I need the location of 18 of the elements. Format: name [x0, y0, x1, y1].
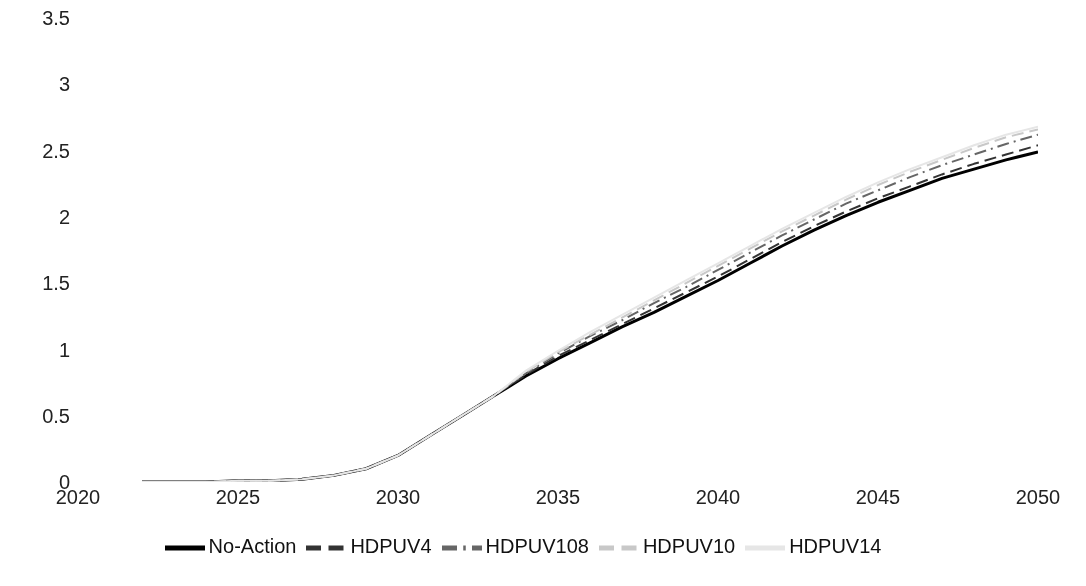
y-tick-label: 3.5 — [42, 7, 70, 30]
legend-label: HDPUV14 — [789, 535, 882, 558]
x-tick-label: 2050 — [1015, 486, 1061, 509]
y-tick-label: 1 — [58, 338, 70, 361]
x-tick-label: 2025 — [215, 486, 261, 509]
y-tick-label: 2 — [58, 205, 70, 228]
y-tick-label: 3 — [58, 73, 70, 96]
y-tick-label: 1.5 — [42, 272, 70, 295]
legend-label: HDPUV108 — [485, 535, 589, 558]
x-tick-label: 2035 — [535, 486, 581, 509]
legend-label: HDPUV10 — [642, 535, 736, 558]
legend-label: No-Action — [208, 535, 297, 558]
x-tick-label: 2030 — [375, 486, 421, 509]
y-tick-label: 2.5 — [42, 139, 70, 162]
y-tick-label: 0.5 — [42, 404, 70, 427]
legend-label: HDPUV4 — [350, 535, 432, 558]
x-tick-label: 2045 — [855, 486, 901, 509]
x-tick-label: 2040 — [695, 486, 741, 509]
